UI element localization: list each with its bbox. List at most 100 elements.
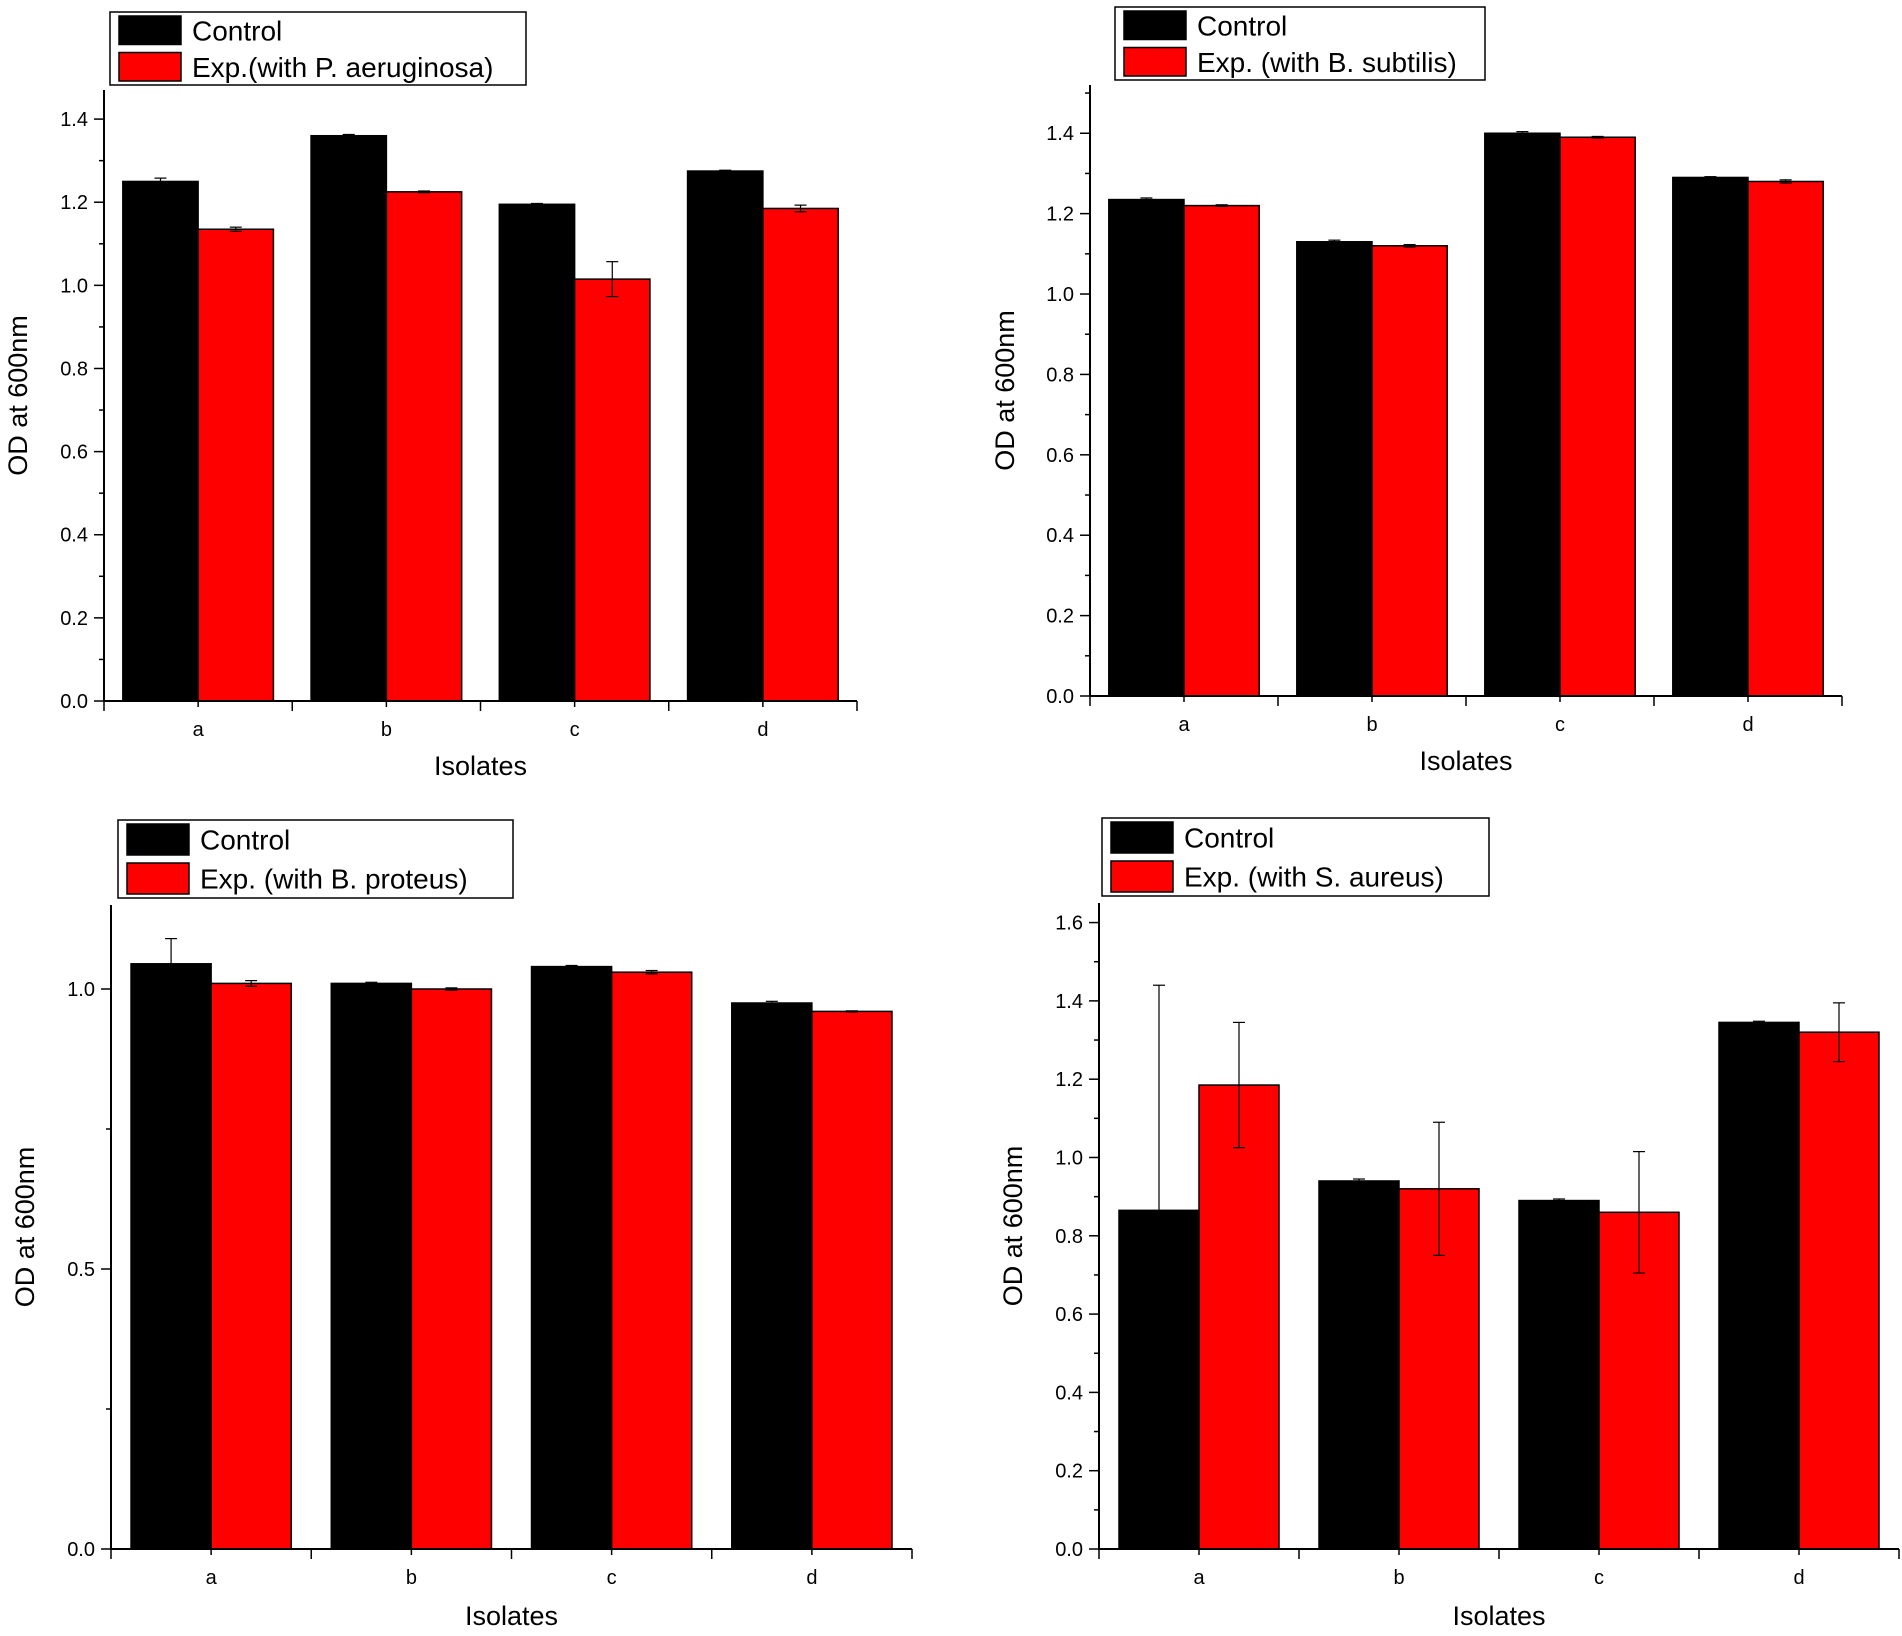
error-bar-experiment-c [1591,135,1604,139]
y-tick-label: 0.8 [1055,1226,1083,1248]
x-tick-label: d [1793,1567,1804,1589]
bar-control-c [1484,132,1561,697]
y-tick-label: 0.6 [1055,1304,1083,1326]
x-tick-label: c [570,719,580,741]
y-tick-label: 1.0 [1055,1147,1083,1169]
legend-swatch-experiment [126,862,190,895]
error-bar-control-d [765,1000,778,1006]
x-tick-label: c [1594,1567,1604,1589]
y-tick-label: 1.4 [1046,123,1074,145]
legend-swatch-experiment [1123,46,1187,77]
error-bar-control-d [1753,1020,1765,1025]
error-bar-control-b [1353,1178,1365,1184]
bar-control-c [530,965,613,1550]
error-bar-control-c [530,202,543,206]
error-bar-experiment-c [1633,1151,1645,1274]
x-tick-label: b [1366,714,1377,736]
x-axis-label: Isolates [1452,1601,1545,1631]
y-tick-label: 1.2 [1046,204,1074,226]
legend-swatch-control [1123,10,1187,41]
bar-experiment-a [210,982,292,1550]
bar-experiment-d [1747,180,1824,697]
x-tick-label: a [1178,714,1190,736]
y-tick-label: 1.2 [60,192,88,214]
x-tick-label: a [1193,1567,1205,1589]
x-tick-label: d [806,1567,817,1589]
y-tick-label: 0.5 [67,1259,95,1281]
chart-panel-1: 0.0 0.2 0.4 0.6 0.8 1.0 1.2 1.4 a b c d Isolates OD a… [3,11,858,781]
legend-label-experiment: Exp.(with P. aeruginosa) [192,52,493,83]
error-bar-experiment-a [229,226,242,232]
bar-experiment-d [762,207,839,702]
y-tick-label: 0.8 [1046,364,1074,386]
y-axis-label: OD at 600nm [10,1147,40,1308]
error-bar-experiment-b [418,190,431,194]
bar-control-b [1318,1180,1400,1550]
bar-experiment-d [811,1010,893,1550]
x-tick-label: b [381,719,392,741]
chart-panel-4: 0.0 0.2 0.4 0.6 0.8 1.0 1.2 1.4 1.6 a b c d Isolates O… [998,817,1900,1631]
x-tick-label: a [206,1567,218,1589]
y-tick-label: 0.0 [1055,1539,1083,1561]
error-bar-control-c [1553,1198,1565,1203]
y-tick-label: 0.6 [1046,445,1074,467]
x-tick-label: b [406,1567,417,1589]
x-tick-label: d [757,719,768,741]
error-bar-experiment-d [794,204,807,213]
bar-experiment-c [610,971,693,1550]
y-tick-label: 1.2 [1055,1069,1083,1091]
y-tick-label: 0.8 [60,358,88,380]
y-axis-label: OD at 600nm [990,310,1020,471]
legend-label-control: Control [1184,823,1274,854]
error-bar-experiment-d [845,1010,858,1013]
legend-label-control: Control [200,825,290,856]
y-tick-label: 1.6 [1055,913,1083,935]
bar-control-c [1518,1199,1600,1550]
error-bar-control-a [1153,984,1165,1437]
bar-experiment-a [1183,204,1260,697]
bar-control-d [686,170,764,702]
chart-panel-3: 0.0 0.5 1.0 a b c d Isolates OD at 600nm Control E… [10,819,913,1631]
y-axis-label: OD at 600nm [998,1146,1028,1307]
error-bar-control-a [165,937,178,990]
error-bar-control-a [154,177,167,186]
y-axis-label: OD at 600nm [3,315,33,476]
x-tick-label: c [607,1567,617,1589]
y-tick-label: 0.6 [60,442,88,464]
legend-label-control: Control [1197,10,1287,41]
legend-swatch-control [118,15,182,46]
x-tick-label: b [1393,1567,1404,1589]
x-tick-label: c [1555,714,1565,736]
y-tick-label: 0.0 [1046,686,1074,708]
y-tick-label: 1.4 [60,109,88,131]
y-tick-label: 1.0 [60,275,88,297]
y-tick-label: 0.4 [1055,1382,1083,1404]
error-bar-experiment-c [645,969,658,975]
bar-control-a [122,180,199,702]
bar-control-c [498,203,576,702]
bar-control-b [1296,241,1373,697]
y-tick-label: 0.4 [1046,525,1074,547]
error-bar-experiment-b [1403,243,1416,248]
bar-control-a [130,963,212,1550]
error-bar-experiment-b [445,987,458,991]
legend: Control Exp. (with S. aureus) [1101,817,1490,897]
error-bar-experiment-d [1833,1002,1845,1063]
error-bar-control-b [342,133,355,138]
chart-panel-2: 0.0 0.2 0.4 0.6 0.8 1.0 1.2 1.4 a b c d Isolates OD a… [990,6,1843,776]
error-bar-control-d [719,169,732,173]
error-bar-control-d [1704,176,1717,179]
bar-experiment-b [410,988,493,1550]
error-bar-experiment-a [1233,1021,1245,1149]
error-bar-control-b [365,981,378,986]
legend-swatch-control [126,823,190,856]
bar-experiment-a [197,228,275,702]
bar-control-b [330,982,413,1550]
error-bar-experiment-d [1779,179,1792,184]
bar-control-d [731,1002,813,1550]
bar-control-a [1108,198,1185,697]
legend-label-experiment: Exp. (with S. aureus) [1184,862,1444,893]
y-tick-label: 0.4 [60,525,88,547]
x-axis-label: Isolates [1419,746,1512,776]
